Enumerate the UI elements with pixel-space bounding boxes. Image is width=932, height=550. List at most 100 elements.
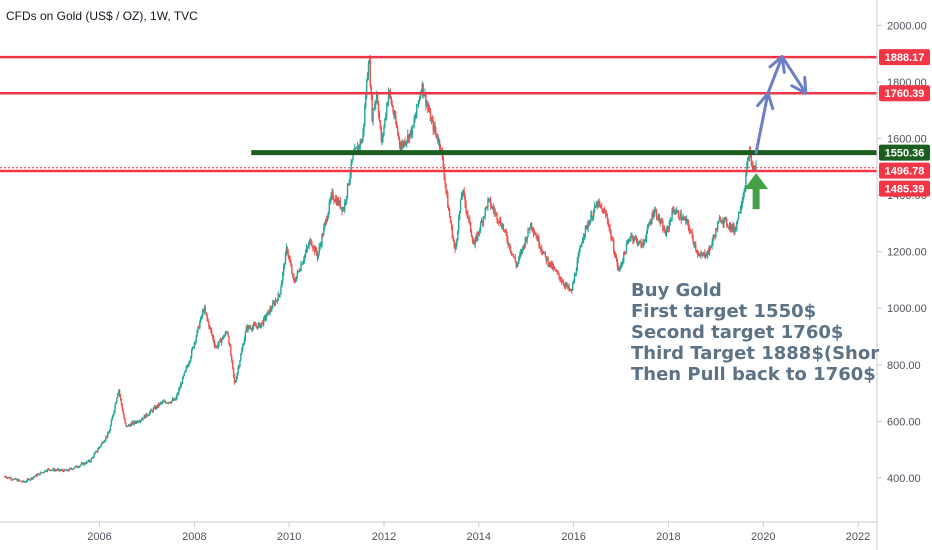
candle-body <box>279 294 281 296</box>
candle-body <box>326 217 329 222</box>
candle-body <box>666 227 669 230</box>
candle-body <box>468 217 470 219</box>
candle-body <box>76 467 79 469</box>
candle-body <box>272 303 274 309</box>
candle-body <box>694 244 696 246</box>
candle-body <box>683 217 685 219</box>
candle-body <box>133 421 135 425</box>
candle-body <box>630 236 632 239</box>
candle-body <box>321 235 323 245</box>
candle-body <box>747 158 750 160</box>
candle-body <box>710 246 712 248</box>
candle-body <box>620 265 622 267</box>
candle-body <box>705 256 707 258</box>
y-tick-label: 1200.00 <box>887 247 927 259</box>
candle-body <box>643 241 645 245</box>
candle-body <box>566 283 568 288</box>
candle-body <box>171 399 174 401</box>
candle-body <box>290 262 292 267</box>
candle-body <box>128 424 130 427</box>
candle-body <box>494 212 496 214</box>
candle-body <box>280 287 282 295</box>
candle-body <box>30 477 32 480</box>
candle-body <box>636 239 639 245</box>
candle-body <box>718 218 721 221</box>
candle-body <box>377 103 380 115</box>
candle-body <box>252 324 255 327</box>
candle-body <box>315 248 318 254</box>
candle-body <box>411 126 413 136</box>
candle-body <box>231 355 233 361</box>
time-axis[interactable]: 2006 2008 2010 2012 2014 2016 2018 2020 2022 <box>87 522 870 543</box>
candle-body <box>103 441 105 443</box>
candle-body <box>226 332 228 334</box>
candle-body <box>675 211 678 214</box>
candle-body <box>598 201 600 205</box>
candle-body <box>144 415 146 418</box>
candle-body <box>4 476 7 478</box>
candle-body <box>307 246 310 248</box>
candle-body <box>138 421 140 423</box>
candle-body <box>297 271 299 273</box>
candle-body <box>546 258 548 262</box>
candle-body <box>78 465 81 467</box>
candle-body <box>699 254 702 257</box>
candle-body <box>190 349 193 358</box>
candle-body <box>313 246 315 249</box>
candle-body <box>709 246 712 248</box>
candle-body <box>374 104 376 110</box>
candle-body <box>481 221 484 224</box>
candle-body <box>198 326 200 329</box>
candle-body <box>386 102 389 106</box>
candle-body <box>231 360 234 368</box>
candle-body <box>569 289 571 291</box>
candle-body <box>262 322 264 325</box>
candle-body <box>65 470 67 472</box>
price-tag-label: 1496.78 <box>885 166 925 178</box>
candle-body <box>638 241 640 244</box>
candle-body <box>704 252 706 257</box>
candle-body <box>453 240 455 246</box>
candle-body <box>340 207 342 209</box>
candle-body <box>724 218 726 220</box>
candle-body <box>552 267 555 269</box>
candle-body <box>754 165 756 169</box>
candle-body <box>400 146 403 150</box>
candle-body <box>538 237 540 246</box>
candle-body <box>587 224 589 229</box>
candle-body <box>192 347 195 349</box>
candle-body <box>241 345 244 350</box>
candle-body <box>97 447 100 450</box>
candle-body <box>56 469 59 471</box>
candle-body <box>207 318 209 322</box>
candle-body <box>248 325 250 328</box>
candle-body <box>413 120 415 126</box>
candle-body <box>126 425 128 427</box>
y-tick-label: 600.00 <box>887 416 921 428</box>
candle-body <box>325 219 328 222</box>
candle-body <box>448 210 451 217</box>
candle-body <box>642 243 644 245</box>
candle-body <box>714 236 716 238</box>
candle-body <box>525 238 527 242</box>
candle-body <box>640 240 642 248</box>
candle-body <box>230 346 232 356</box>
candle-body <box>177 393 179 395</box>
candle-body <box>607 220 609 226</box>
candle-body <box>60 469 62 471</box>
candle-body <box>527 228 529 237</box>
candle-body <box>74 466 76 469</box>
candle-body <box>562 282 565 285</box>
candle-body <box>180 383 183 385</box>
candle-body <box>514 257 516 262</box>
candle-body <box>479 230 481 233</box>
price-axis[interactable]: 400.00600.00800.001000.001200.001400.001… <box>877 20 927 485</box>
candle-body <box>271 308 273 310</box>
candle-body <box>288 256 290 259</box>
candle-body <box>163 401 165 403</box>
candle-body <box>132 421 134 425</box>
candle-body <box>319 245 321 247</box>
candle-body <box>272 302 275 304</box>
candle-body <box>580 245 582 248</box>
